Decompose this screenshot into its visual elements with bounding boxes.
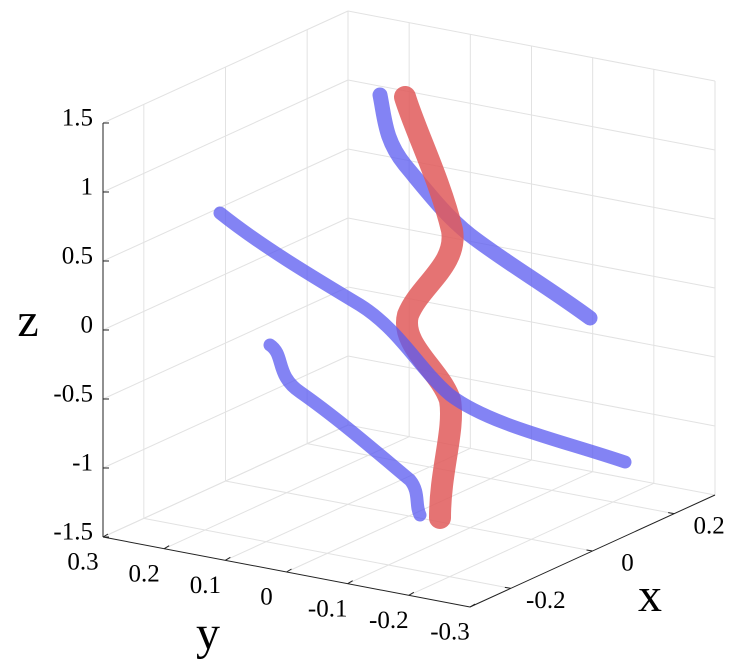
y-tick-label: 0 <box>260 584 273 611</box>
red-tube <box>394 86 464 529</box>
z-tick-label: 0 <box>81 312 94 339</box>
tick-mark <box>163 545 170 550</box>
y-tick-label: -0.1 <box>308 595 348 622</box>
tick-mark <box>586 549 593 552</box>
tick-mark <box>225 556 231 561</box>
tick-mark <box>408 591 415 596</box>
y-tick-label: -0.2 <box>369 607 409 634</box>
y-tick-label: -0.3 <box>430 619 470 646</box>
y-axis <box>102 536 471 608</box>
x-tick-label: 0.2 <box>694 512 725 539</box>
x-axis <box>469 494 716 608</box>
y-tick-label: 0.1 <box>190 572 221 599</box>
grid-line <box>143 517 511 589</box>
z-tick-label: 1.5 <box>62 105 93 132</box>
grid-line <box>225 480 593 552</box>
y-tick-label: 0.2 <box>129 560 160 587</box>
isosurfaces <box>213 86 632 529</box>
tick-mark <box>347 580 353 585</box>
y-tick-label: 0.3 <box>67 549 98 576</box>
z-tick-label: 1 <box>81 174 94 201</box>
z-tick-label: 0.5 <box>62 243 93 270</box>
blue-tube <box>263 338 427 522</box>
x-tick-label: -0.2 <box>526 587 566 614</box>
z-axis-label: z <box>17 294 38 347</box>
tick-mark <box>668 512 675 515</box>
z-tick-label: -1.5 <box>53 519 93 546</box>
z-tick-label: -0.5 <box>53 381 93 408</box>
z-tick-label: -1 <box>72 450 93 477</box>
x-axis-label: x <box>638 569 662 622</box>
grid-line <box>307 443 675 515</box>
blue-tube <box>213 206 632 469</box>
x-tick-label: 0 <box>621 550 634 577</box>
tick-mark <box>102 533 109 538</box>
tick-mark <box>504 586 511 589</box>
tick-mark <box>286 568 292 573</box>
y-axis-label: y <box>196 607 220 660</box>
